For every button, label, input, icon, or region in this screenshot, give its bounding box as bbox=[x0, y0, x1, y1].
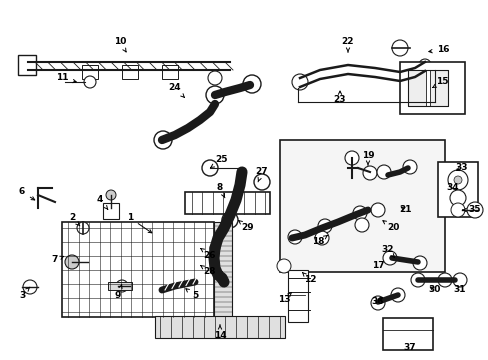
Text: 23: 23 bbox=[333, 91, 346, 104]
Bar bbox=[429, 70, 447, 106]
Text: 14: 14 bbox=[213, 325, 226, 339]
Text: 25: 25 bbox=[210, 156, 228, 168]
Bar bbox=[437, 162, 477, 217]
Bar bbox=[155, 316, 285, 338]
Bar bbox=[162, 65, 178, 79]
Circle shape bbox=[370, 296, 384, 310]
Circle shape bbox=[65, 255, 79, 269]
Text: 2: 2 bbox=[69, 213, 80, 226]
Text: 5: 5 bbox=[185, 289, 198, 301]
Text: 34: 34 bbox=[446, 184, 458, 193]
Text: 8: 8 bbox=[217, 184, 224, 198]
Text: 35: 35 bbox=[462, 206, 480, 215]
Circle shape bbox=[222, 212, 238, 228]
Circle shape bbox=[205, 86, 224, 104]
Circle shape bbox=[317, 219, 331, 233]
Text: 32: 32 bbox=[381, 246, 394, 257]
Bar bbox=[82, 65, 98, 79]
Circle shape bbox=[376, 165, 390, 179]
Text: 29: 29 bbox=[238, 221, 254, 233]
Text: 7: 7 bbox=[52, 256, 63, 265]
Circle shape bbox=[287, 230, 302, 244]
Circle shape bbox=[154, 131, 172, 149]
Circle shape bbox=[437, 273, 451, 287]
Text: 12: 12 bbox=[302, 273, 316, 284]
Circle shape bbox=[447, 170, 467, 190]
Circle shape bbox=[352, 206, 366, 220]
Text: 26: 26 bbox=[200, 248, 216, 260]
Circle shape bbox=[207, 71, 222, 85]
Circle shape bbox=[23, 280, 37, 294]
Circle shape bbox=[84, 76, 96, 88]
Text: 4: 4 bbox=[97, 195, 108, 210]
Bar bbox=[108, 282, 132, 290]
Text: 31: 31 bbox=[453, 285, 465, 294]
Bar bbox=[287, 270, 307, 322]
Text: 6: 6 bbox=[19, 188, 35, 200]
Text: 13: 13 bbox=[277, 293, 291, 305]
Bar bbox=[122, 65, 138, 79]
Circle shape bbox=[449, 190, 465, 206]
Circle shape bbox=[214, 262, 229, 278]
Circle shape bbox=[410, 273, 424, 287]
Circle shape bbox=[453, 176, 461, 184]
Bar bbox=[18, 55, 36, 75]
Text: 30: 30 bbox=[428, 285, 440, 294]
Text: 24: 24 bbox=[168, 84, 184, 98]
Text: 15: 15 bbox=[432, 77, 447, 87]
Text: 33: 33 bbox=[455, 163, 468, 172]
Circle shape bbox=[370, 203, 384, 217]
Bar bbox=[62, 222, 214, 317]
Circle shape bbox=[209, 240, 225, 256]
Circle shape bbox=[314, 231, 328, 245]
Text: 36: 36 bbox=[371, 297, 384, 306]
Text: 1: 1 bbox=[126, 213, 151, 233]
Text: 37: 37 bbox=[403, 343, 415, 352]
Circle shape bbox=[243, 75, 261, 93]
Circle shape bbox=[77, 222, 89, 234]
Text: 17: 17 bbox=[371, 261, 384, 270]
Circle shape bbox=[291, 74, 307, 90]
Text: 10: 10 bbox=[114, 37, 126, 52]
Circle shape bbox=[450, 203, 464, 217]
Bar bbox=[214, 222, 231, 317]
Circle shape bbox=[354, 218, 368, 232]
Circle shape bbox=[390, 288, 404, 302]
Circle shape bbox=[253, 174, 269, 190]
Text: 16: 16 bbox=[428, 45, 448, 54]
Circle shape bbox=[276, 259, 290, 273]
Text: 9: 9 bbox=[115, 285, 122, 300]
Circle shape bbox=[106, 190, 116, 200]
Circle shape bbox=[202, 160, 218, 176]
Bar bbox=[280, 140, 444, 272]
Circle shape bbox=[466, 202, 482, 218]
Text: 18: 18 bbox=[311, 235, 326, 247]
Text: 21: 21 bbox=[399, 206, 411, 215]
Text: 3: 3 bbox=[19, 287, 30, 300]
Bar bbox=[382, 318, 432, 350]
Circle shape bbox=[116, 280, 128, 292]
Text: 22: 22 bbox=[341, 37, 353, 52]
Circle shape bbox=[402, 160, 416, 174]
Bar bbox=[407, 70, 425, 106]
Bar bbox=[103, 203, 119, 219]
Text: 20: 20 bbox=[382, 221, 398, 233]
Circle shape bbox=[362, 166, 376, 180]
Bar bbox=[399, 62, 464, 114]
Bar bbox=[407, 70, 447, 106]
Text: 19: 19 bbox=[361, 150, 373, 165]
Circle shape bbox=[382, 251, 396, 265]
Bar bbox=[184, 192, 269, 214]
Circle shape bbox=[418, 59, 430, 71]
Circle shape bbox=[345, 151, 358, 165]
Circle shape bbox=[412, 256, 426, 270]
Text: 11: 11 bbox=[56, 73, 76, 83]
Text: 27: 27 bbox=[255, 167, 268, 182]
Circle shape bbox=[452, 273, 466, 287]
Text: 28: 28 bbox=[200, 265, 216, 276]
Circle shape bbox=[391, 40, 407, 56]
